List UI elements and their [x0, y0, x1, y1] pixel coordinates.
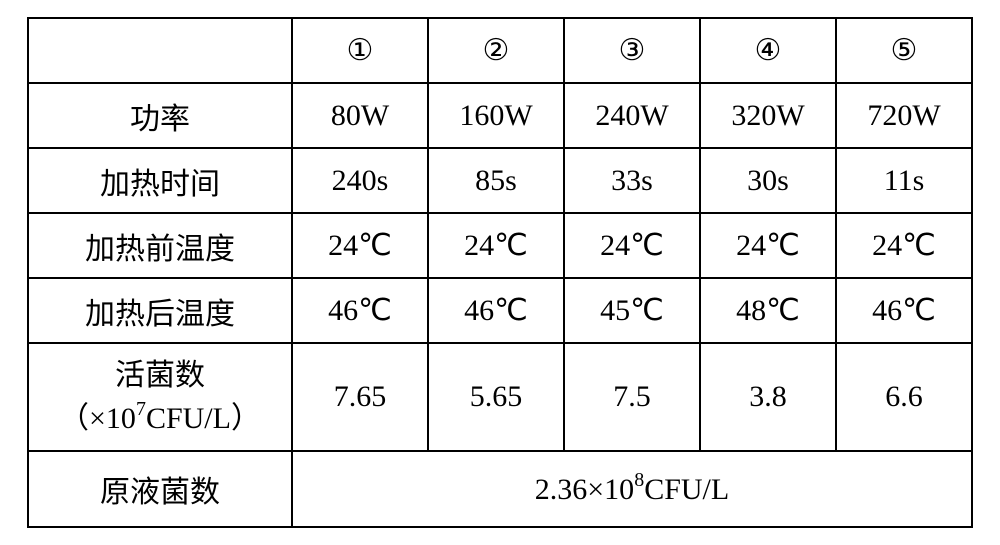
header-col-3: ③: [564, 18, 700, 83]
original-value-pre: 2.36×10: [535, 473, 634, 506]
cell-temp-before-3: 24℃: [564, 213, 700, 278]
viable-count-label-post: CFU/L）: [146, 402, 261, 435]
header-blank-cell: [28, 18, 292, 83]
row-label-power: 功率: [28, 83, 292, 148]
cell-power-3: 240W: [564, 83, 700, 148]
cell-temp-after-1: 46℃: [292, 278, 428, 343]
cell-power-4: 320W: [700, 83, 836, 148]
cell-heat-time-3: 33s: [564, 148, 700, 213]
row-label-temp-after: 加热后温度: [28, 278, 292, 343]
cell-heat-time-1: 240s: [292, 148, 428, 213]
row-label-viable-count: 活菌数 （×107CFU/L）: [28, 343, 292, 451]
header-col-1: ①: [292, 18, 428, 83]
cell-heat-time-4: 30s: [700, 148, 836, 213]
row-label-heat-time: 加热时间: [28, 148, 292, 213]
table-row-power: 功率 80W 160W 240W 320W 720W: [28, 83, 972, 148]
table-row-temp-after: 加热后温度 46℃ 46℃ 45℃ 48℃ 46℃: [28, 278, 972, 343]
original-value-exp: 8: [634, 469, 644, 491]
cell-heat-time-2: 85s: [428, 148, 564, 213]
viable-count-label-exp: 7: [136, 398, 146, 420]
cell-power-2: 160W: [428, 83, 564, 148]
cell-temp-after-4: 48℃: [700, 278, 836, 343]
header-col-5: ⑤: [836, 18, 972, 83]
row-label-original: 原液菌数: [28, 451, 292, 527]
cell-viable-count-5: 6.6: [836, 343, 972, 451]
cell-viable-count-1: 7.65: [292, 343, 428, 451]
row-label-temp-before: 加热前温度: [28, 213, 292, 278]
viable-count-label-line1: 活菌数: [115, 359, 205, 392]
cell-temp-after-2: 46℃: [428, 278, 564, 343]
cell-viable-count-2: 5.65: [428, 343, 564, 451]
table-header-row: ① ② ③ ④ ⑤: [28, 18, 972, 83]
cell-heat-time-5: 11s: [836, 148, 972, 213]
header-col-2: ②: [428, 18, 564, 83]
cell-viable-count-4: 3.8: [700, 343, 836, 451]
cell-power-5: 720W: [836, 83, 972, 148]
cell-power-1: 80W: [292, 83, 428, 148]
table-row-viable-count: 活菌数 （×107CFU/L） 7.65 5.65 7.5 3.8 6.6: [28, 343, 972, 451]
cell-temp-before-5: 24℃: [836, 213, 972, 278]
header-col-4: ④: [700, 18, 836, 83]
table-row-temp-before: 加热前温度 24℃ 24℃ 24℃ 24℃ 24℃: [28, 213, 972, 278]
cell-temp-after-3: 45℃: [564, 278, 700, 343]
cell-temp-after-5: 46℃: [836, 278, 972, 343]
table-row-original: 原液菌数 2.36×108CFU/L: [28, 451, 972, 527]
cell-viable-count-3: 7.5: [564, 343, 700, 451]
cell-temp-before-1: 24℃: [292, 213, 428, 278]
cell-temp-before-2: 24℃: [428, 213, 564, 278]
cell-temp-before-4: 24℃: [700, 213, 836, 278]
viable-count-label-pre: （×10: [59, 402, 136, 435]
table-row-heat-time: 加热时间 240s 85s 33s 30s 11s: [28, 148, 972, 213]
original-value-post: CFU/L: [644, 473, 729, 506]
cell-original-value: 2.36×108CFU/L: [292, 451, 972, 527]
experiment-data-table: ① ② ③ ④ ⑤ 功率 80W 160W 240W 320W 720W 加热时…: [27, 17, 973, 528]
